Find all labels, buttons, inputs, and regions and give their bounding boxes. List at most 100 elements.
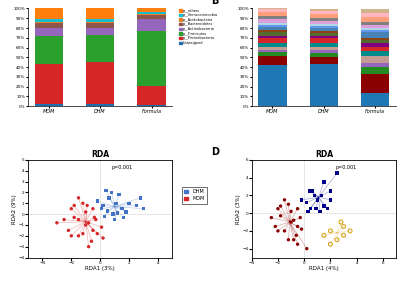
Bar (34, 104, 63, 106)
Point (68, 233, 74, 238)
Y-axis label: RDA2 (3%): RDA2 (3%) (236, 194, 241, 224)
Bar (258, 27, 286, 30)
Bar (138, 15, 166, 19)
Point (313, 206, 319, 211)
Bar (361, 67, 390, 74)
Point (294, 242, 301, 246)
Point (347, 229, 353, 233)
Bar (86, 28, 114, 35)
Bar (258, 12, 286, 16)
Bar (34, 19, 63, 22)
Bar (361, 74, 390, 93)
Point (68, 206, 74, 211)
Bar (258, 43, 286, 47)
Point (101, 214, 108, 218)
Title: RDA: RDA (91, 150, 109, 159)
Bar (86, 22, 114, 23)
Bar (310, 50, 338, 53)
Legend: DHM, MOM: DHM, MOM (182, 187, 207, 203)
Point (288, 220, 294, 224)
Bar (258, 38, 286, 43)
Point (327, 242, 334, 246)
Bar (310, 64, 338, 106)
Bar (361, 52, 390, 56)
Point (93, 217, 99, 222)
Point (98, 206, 105, 211)
Bar (361, 38, 390, 40)
Bar (34, 8, 63, 19)
Bar (86, 62, 114, 104)
Point (110, 212, 116, 216)
Bar (258, 23, 286, 25)
Bar (310, 18, 338, 21)
Point (71, 203, 77, 208)
Point (305, 209, 311, 214)
Point (91, 215, 98, 220)
Point (80, 201, 86, 205)
Bar (258, 52, 286, 56)
Point (334, 171, 340, 175)
Bar (86, 23, 114, 28)
Bar (258, 32, 286, 36)
Point (321, 233, 327, 238)
Point (71, 215, 77, 220)
Point (275, 206, 281, 211)
Point (298, 198, 305, 202)
Bar (310, 31, 338, 33)
Bar (361, 32, 390, 38)
Point (123, 210, 129, 214)
Y-axis label: RDA2 (9%): RDA2 (9%) (12, 194, 17, 224)
Bar (34, 23, 63, 28)
Point (80, 231, 86, 236)
Point (288, 209, 294, 214)
Bar (258, 25, 286, 27)
Point (86, 245, 92, 249)
Point (75, 217, 82, 222)
Point (277, 204, 284, 208)
Point (290, 218, 297, 222)
Point (327, 198, 334, 202)
Bar (138, 105, 166, 106)
Point (90, 206, 96, 211)
X-axis label: RDA1 (3%): RDA1 (3%) (85, 266, 115, 271)
Bar (258, 65, 286, 106)
Point (312, 193, 318, 198)
Point (82, 210, 89, 214)
Bar (86, 35, 114, 62)
Point (294, 224, 301, 229)
Bar (258, 9, 286, 12)
Bar (361, 25, 390, 28)
Point (309, 189, 315, 193)
Point (120, 215, 126, 220)
Bar (258, 8, 286, 9)
Point (75, 196, 82, 200)
Point (65, 228, 72, 233)
Point (318, 193, 324, 198)
Point (61, 217, 67, 222)
Bar (34, 36, 63, 64)
Point (94, 199, 100, 203)
Point (321, 204, 327, 208)
Text: D: D (211, 147, 219, 157)
Bar (310, 11, 338, 14)
Bar (310, 43, 338, 47)
Point (90, 228, 96, 233)
Bar (86, 8, 114, 19)
Point (314, 198, 320, 202)
Bar (361, 9, 390, 13)
Bar (361, 17, 390, 22)
Point (317, 209, 323, 214)
Bar (310, 24, 338, 26)
Point (86, 220, 92, 225)
Bar (258, 36, 286, 38)
Bar (258, 50, 286, 52)
Point (285, 202, 292, 207)
Point (285, 237, 292, 242)
Bar (361, 28, 390, 30)
Point (290, 237, 297, 242)
Bar (310, 9, 338, 11)
Point (298, 227, 305, 231)
Bar (138, 86, 166, 105)
Point (126, 201, 132, 205)
Point (75, 233, 82, 238)
